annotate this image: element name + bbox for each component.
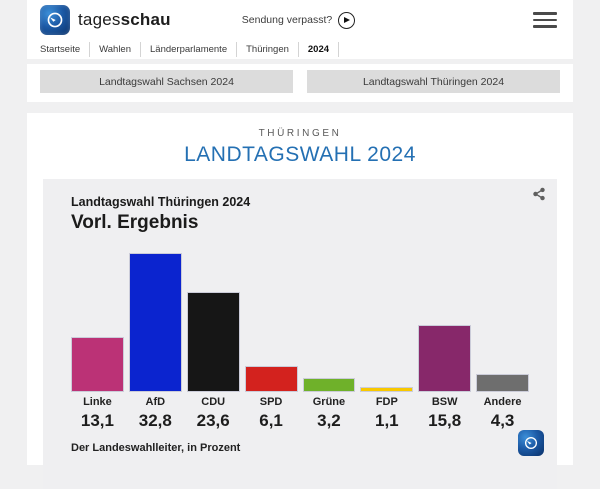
election-nav-band: Landtagswahl Sachsen 2024 Landtagswahl Th…: [27, 64, 573, 102]
brand-regular: tages: [78, 10, 121, 29]
brand-bold: schau: [120, 10, 171, 29]
election-nav-button[interactable]: Landtagswahl Thüringen 2024: [307, 70, 560, 93]
breadcrumb-item[interactable]: 2024: [299, 42, 340, 57]
election-nav-button[interactable]: Landtagswahl Sachsen 2024: [40, 70, 293, 93]
party-result-value: 32,8: [138, 411, 172, 430]
breadcrumb-item[interactable]: Startseite: [40, 42, 91, 57]
breadcrumb-item[interactable]: Wahlen: [90, 42, 141, 57]
tagesschau-watermark-icon: [518, 430, 544, 456]
results-chart-card: Landtagswahl Thüringen 2024 Vorl. Ergebn…: [43, 179, 557, 489]
bar-label-column: FDP 1,1: [360, 396, 413, 431]
bar-column: [302, 244, 356, 392]
breadcrumb-item[interactable]: Länderparlamente: [141, 42, 238, 57]
bar-fdp: [360, 387, 414, 392]
party-result-value: 23,6: [196, 411, 230, 430]
bar-linke: [71, 337, 124, 392]
chart-source: Der Landeswahlleiter, in Prozent: [71, 442, 241, 454]
bar-label-column: BSW 15,8: [418, 396, 471, 431]
bar-column: [476, 244, 529, 392]
party-name: Linke: [83, 396, 112, 408]
page-kicker: THÜRINGEN: [258, 128, 342, 139]
party-name: AfD: [145, 396, 166, 408]
bar-bsw: [418, 325, 472, 392]
bar-labels: Linke 13,1 AfD 32,8 CDU 23,6 SPD 6,1 Grüne 3,2 FDP…: [71, 396, 529, 431]
bar-column: [186, 244, 240, 392]
bar-column: [71, 244, 124, 392]
party-result-value: 13,1: [80, 411, 114, 430]
divider-gap: [27, 102, 573, 113]
party-name: SPD: [259, 396, 283, 408]
party-result-value: 15,8: [428, 411, 462, 430]
party-name: Grüne: [312, 396, 346, 408]
bar-label-column: Grüne 3,2: [303, 396, 356, 431]
bar-cdu: [186, 292, 240, 392]
main-content: THÜRINGEN LANDTAGSWAHL 2024 Landtagswahl…: [27, 113, 573, 489]
play-icon[interactable]: [338, 11, 356, 29]
watch-label: Sendung verpasst?: [241, 14, 333, 26]
party-name: FDP: [375, 396, 398, 408]
bar-column: [360, 244, 414, 392]
party-name: CDU: [201, 396, 226, 408]
breadcrumb-item[interactable]: Thüringen: [237, 42, 299, 57]
bar-label-column: Linke 13,1: [71, 396, 124, 431]
bar-label-column: SPD 6,1: [245, 396, 298, 431]
bar-grüne: [302, 378, 356, 392]
bar-afd: [128, 253, 182, 392]
bar-chart: [71, 244, 529, 392]
page-column: tagesschau Sendung verpasst? Startseite W…: [27, 0, 573, 489]
party-result-value: 6,1: [259, 411, 283, 430]
tagesschau-logo[interactable]: tagesschau: [40, 5, 242, 35]
party-result-value: 1,1: [374, 411, 399, 430]
bar-label-column: Andere 4,3: [476, 396, 529, 431]
breadcrumb: Startseite Wahlen Länderparlamente Thüringe…: [27, 40, 573, 59]
party-name: Andere: [483, 396, 522, 408]
bar-column: [244, 244, 298, 392]
party-name: BSW: [431, 396, 458, 408]
site-header: tagesschau Sendung verpasst? Startseite W…: [27, 0, 573, 59]
bar-label-column: AfD 32,8: [129, 396, 182, 431]
chart-subtitle: Vorl. Ergebnis: [71, 212, 199, 233]
tagesschau-globe-icon: [40, 5, 70, 35]
brand-wordmark: tagesschau: [78, 10, 171, 30]
bar-column: [128, 244, 182, 392]
watch-missed-show-link[interactable]: Sendung verpasst?: [241, 11, 356, 29]
page-title: LANDTAGSWAHL 2024: [184, 143, 416, 166]
share-icon[interactable]: [530, 185, 548, 203]
chart-title: Landtagswahl Thüringen 2024: [71, 195, 251, 209]
menu-icon[interactable]: [533, 10, 558, 30]
bar-column: [418, 244, 472, 392]
bar-label-column: CDU 23,6: [187, 396, 240, 431]
bar-spd: [244, 366, 298, 392]
party-result-value: 3,2: [317, 411, 341, 430]
bar-andere: [476, 374, 529, 392]
party-result-value: 4,3: [490, 411, 515, 430]
header-top-row: tagesschau Sendung verpasst?: [27, 0, 573, 40]
globe-icon: [47, 12, 63, 28]
